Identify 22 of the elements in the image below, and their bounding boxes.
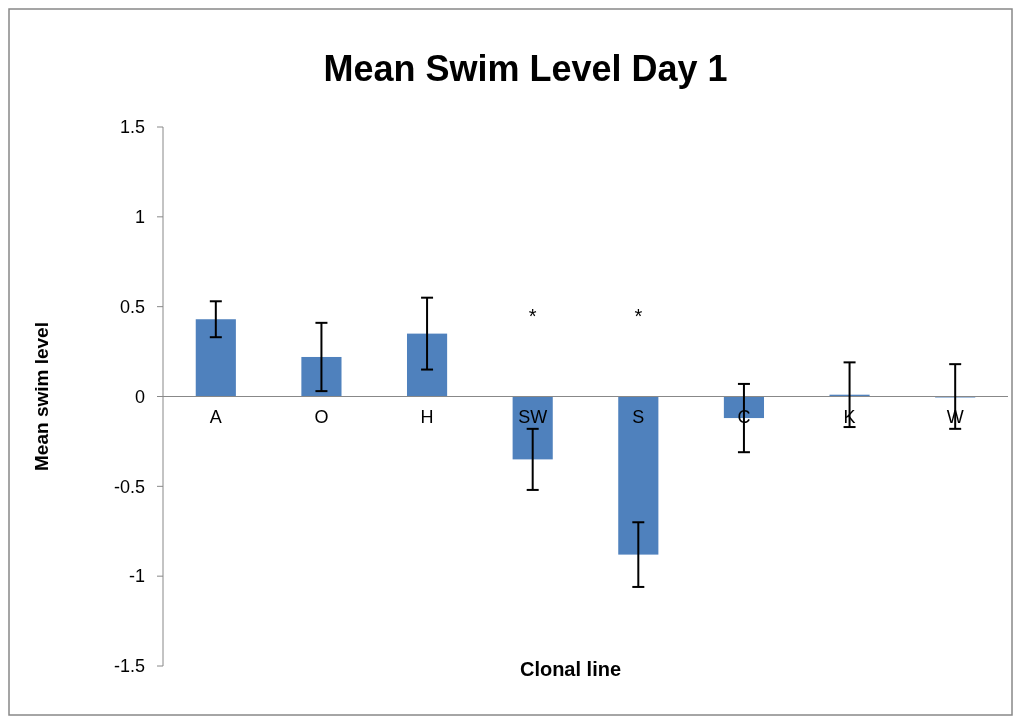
y-tick-label: 1.5	[119, 117, 145, 138]
bar	[618, 396, 659, 555]
y-tick-label: 1	[134, 207, 145, 228]
x-tick-label: S	[632, 406, 645, 427]
x-tick-label: O	[314, 406, 329, 427]
y-tick-label: -1.5	[113, 656, 145, 677]
y-tick-label: -1	[128, 566, 145, 587]
x-tick-label: A	[209, 406, 222, 427]
y-axis-title: Mean swim level	[31, 322, 52, 471]
y-tick-label: 0	[134, 386, 145, 407]
chart-title: Mean Swim Level Day 1	[323, 48, 728, 89]
x-tick-label: SW	[518, 406, 548, 427]
bar	[301, 356, 342, 397]
y-tick-label: 0.5	[119, 296, 145, 317]
annotation: *	[634, 304, 643, 327]
bar	[195, 319, 236, 397]
bar	[406, 333, 448, 397]
y-tick-label: -0.5	[113, 476, 145, 497]
x-axis-title: Clonal line	[519, 658, 622, 680]
x-tick-label: H	[420, 406, 434, 427]
annotation: *	[528, 304, 537, 327]
bar	[512, 396, 553, 460]
